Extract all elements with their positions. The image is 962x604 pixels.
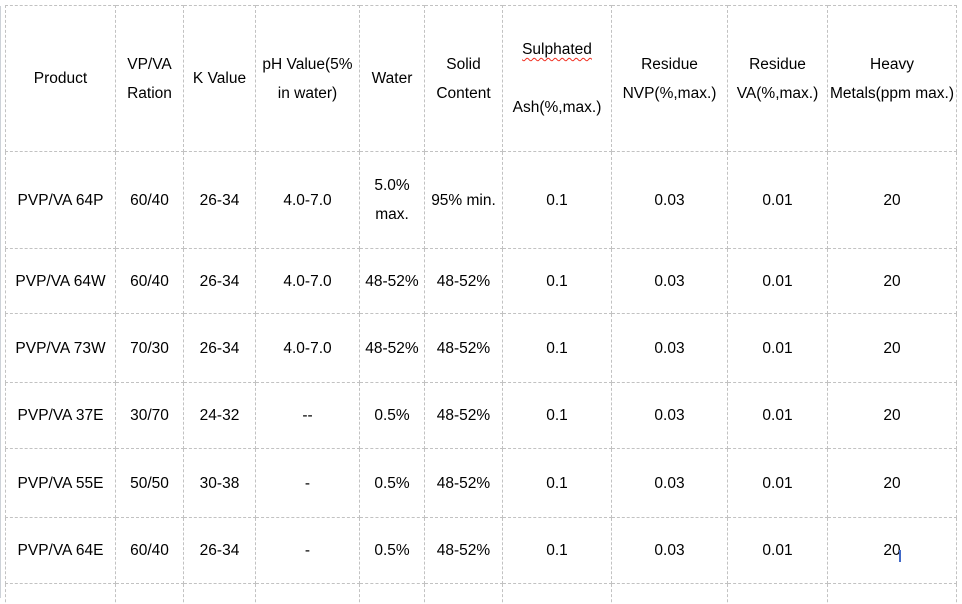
table-cell[interactable]: -	[255, 448, 360, 518]
table-cell[interactable]: 0.03	[611, 313, 728, 383]
table-cell[interactable]: 0.03	[611, 583, 728, 604]
table-cell[interactable]: 20	[827, 583, 957, 604]
column-header-k-value[interactable]: K Value	[183, 5, 256, 152]
column-header-sulphated-ash[interactable]: Sulphated Ash(%,max.)	[502, 5, 612, 152]
table-cell[interactable]: 48-52%	[359, 248, 425, 314]
table-cell[interactable]: 0.03	[611, 517, 728, 584]
table-cell[interactable]: 30-38	[183, 448, 256, 518]
column-header-residue-va[interactable]: Residue VA(%,max.)	[727, 5, 828, 152]
table-cell[interactable]: 26-34	[183, 517, 256, 584]
table-cell[interactable]: 0.01	[727, 448, 828, 518]
table-cell[interactable]: 0.01	[727, 583, 828, 604]
table-cell[interactable]: 0.1	[502, 583, 612, 604]
table-header-row: Product VP/VA Ration K Value pH Value(5%…	[5, 5, 957, 152]
product-spec-table: Product VP/VA Ration K Value pH Value(5%…	[5, 5, 957, 604]
table-cell[interactable]: 0.5%	[359, 448, 425, 518]
table-cell[interactable]: 60/40	[115, 517, 184, 584]
table-cell[interactable]: 48-52%	[424, 248, 503, 314]
table-cell[interactable]: 0.1	[502, 313, 612, 383]
table-cell[interactable]: 0.03	[611, 448, 728, 518]
table-cell[interactable]: 20	[827, 382, 957, 449]
column-header-ph-value[interactable]: pH Value(5% in water)	[255, 5, 360, 152]
table-cell[interactable]: 50/50	[115, 448, 184, 518]
table-cell[interactable]: 0.03	[611, 382, 728, 449]
table-cell[interactable]: 20	[827, 448, 957, 518]
table-cell[interactable]: PVP/VA 37E	[5, 382, 116, 449]
column-header-residue-nvp[interactable]: Residue NVP(%,max.)	[611, 5, 728, 152]
table-cell[interactable]: 0.01	[727, 517, 828, 584]
table-cell[interactable]: 0.01	[727, 248, 828, 314]
column-header-solid-content[interactable]: Solid Content	[424, 5, 503, 152]
page-edge-line	[0, 6, 1, 598]
table-cell[interactable]: 4.0-7.0	[255, 248, 360, 314]
table-row-pvpva-55e: PVP/VA 55E 50/50 30-38 - 0.5% 48-52% 0.1…	[5, 448, 957, 518]
text-cursor	[899, 550, 901, 562]
table-cell[interactable]: 0.01	[727, 151, 828, 249]
table-cell[interactable]: PVP/VA 73E	[5, 583, 116, 604]
table-cell[interactable]: 20	[827, 313, 957, 383]
table-cell[interactable]: 60/40	[115, 151, 184, 249]
table-cell[interactable]: 0.1	[502, 382, 612, 449]
table-cell[interactable]: 30/70	[115, 382, 184, 449]
table-cell[interactable]: 0.1	[502, 248, 612, 314]
table-cell[interactable]: 24-32	[183, 382, 256, 449]
table-row-pvpva-64w: PVP/VA 64W 60/40 26-34 4.0-7.0 48-52% 48…	[5, 248, 957, 314]
table-cell[interactable]: 26-34	[183, 313, 256, 383]
table-cell[interactable]: 48-52%	[424, 313, 503, 383]
table-row-pvpva-73e: PVP/VA 73E 70/30 30-38 - 0.5% 48-52% 0.1…	[5, 583, 957, 604]
table-cell[interactable]: 48-52%	[424, 583, 503, 604]
column-header-product[interactable]: Product	[5, 5, 116, 152]
table-cell[interactable]: -	[255, 583, 360, 604]
table-cell[interactable]: 20	[827, 517, 957, 584]
table-cell[interactable]: 26-34	[183, 151, 256, 249]
table-cell[interactable]: 0.5%	[359, 382, 425, 449]
table-cell[interactable]: 48-52%	[424, 517, 503, 584]
table-cell[interactable]: 95% min.	[424, 151, 503, 249]
table-cell[interactable]: 70/30	[115, 583, 184, 604]
table-cell[interactable]: PVP/VA 55E	[5, 448, 116, 518]
column-header-vpva-ration[interactable]: VP/VA Ration	[115, 5, 184, 152]
table-row-pvpva-64e: PVP/VA 64E 60/40 26-34 - 0.5% 48-52% 0.1…	[5, 517, 957, 584]
table-cell[interactable]: PVP/VA 64P	[5, 151, 116, 249]
table-cell[interactable]: PVP/VA 64E	[5, 517, 116, 584]
table-cell[interactable]: 4.0-7.0	[255, 313, 360, 383]
misspelled-word: Sulphated	[522, 41, 592, 58]
table-row-pvpva-37e: PVP/VA 37E 30/70 24-32 -- 0.5% 48-52% 0.…	[5, 382, 957, 449]
table-row-pvpva-64p: PVP/VA 64P 60/40 26-34 4.0-7.0 5.0% max.…	[5, 151, 957, 249]
table-cell[interactable]: 20	[827, 248, 957, 314]
table-cell[interactable]: 0.1	[502, 151, 612, 249]
table-cell[interactable]: 30-38	[183, 583, 256, 604]
table-cell[interactable]: 60/40	[115, 248, 184, 314]
table-row-pvpva-73w: PVP/VA 73W 70/30 26-34 4.0-7.0 48-52% 48…	[5, 313, 957, 383]
table-cell[interactable]: PVP/VA 73W	[5, 313, 116, 383]
table-cell[interactable]: --	[255, 382, 360, 449]
table-cell[interactable]: 20	[827, 151, 957, 249]
table-cell[interactable]: 0.03	[611, 151, 728, 249]
column-header-heavy-metals[interactable]: Heavy Metals(ppm max.)	[827, 5, 957, 152]
table-cell[interactable]: -	[255, 517, 360, 584]
table-cell[interactable]: 0.1	[502, 517, 612, 584]
table-cell[interactable]: 48-52%	[359, 313, 425, 383]
table-cell[interactable]: 26-34	[183, 248, 256, 314]
table-cell[interactable]: 0.03	[611, 248, 728, 314]
table-cell[interactable]: 48-52%	[424, 382, 503, 449]
table-cell[interactable]: 0.5%	[359, 517, 425, 584]
column-header-water[interactable]: Water	[359, 5, 425, 152]
table-cell[interactable]: 48-52%	[424, 448, 503, 518]
table-cell[interactable]: 0.01	[727, 382, 828, 449]
table-cell[interactable]: PVP/VA 64W	[5, 248, 116, 314]
table-cell[interactable]: 0.1	[502, 448, 612, 518]
table-cell[interactable]: 4.0-7.0	[255, 151, 360, 249]
table-cell[interactable]: 5.0% max.	[359, 151, 425, 249]
table-cell[interactable]: 70/30	[115, 313, 184, 383]
table-cell[interactable]: 0.5%	[359, 583, 425, 604]
header-line: Ash(%,max.)	[512, 99, 602, 116]
table-cell[interactable]: 0.01	[727, 313, 828, 383]
